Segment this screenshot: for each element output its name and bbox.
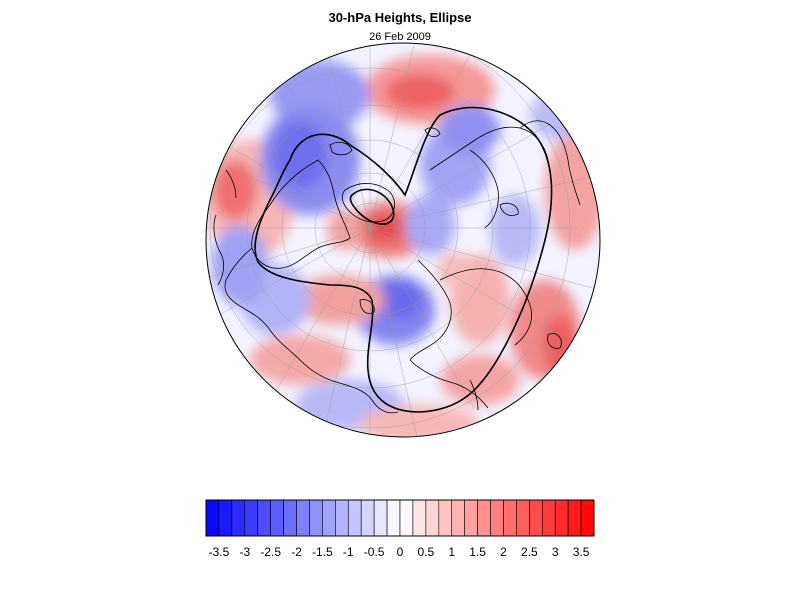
colorbar-cell bbox=[231, 499, 246, 537]
colorbar-tick-label: 2 bbox=[500, 545, 507, 559]
colorbar-cell bbox=[554, 499, 569, 537]
map-date: 26 Feb 2009 bbox=[369, 31, 431, 43]
colorbar-cell bbox=[580, 499, 595, 537]
colorbar-frame bbox=[205, 499, 595, 537]
colorbar-tick-label: 3 bbox=[552, 545, 559, 559]
map-title: 30-hPa Heights, Ellipse bbox=[328, 10, 472, 25]
colorbar-cell bbox=[477, 499, 491, 537]
colorbar-cell bbox=[309, 499, 323, 537]
colorbar-cell bbox=[399, 499, 414, 537]
colorbar-cell bbox=[283, 499, 297, 537]
colorbar-tick-label: 3.5 bbox=[573, 545, 590, 559]
colorbar-tick-label: 1 bbox=[448, 545, 455, 559]
colorbar-tick-label: -2.5 bbox=[260, 545, 281, 559]
colorbar-cell bbox=[503, 499, 517, 537]
colorbar-cell bbox=[218, 499, 233, 537]
colorbar-tick-label: 0.5 bbox=[418, 545, 435, 559]
colorbar-tick-label: -1.5 bbox=[312, 545, 333, 559]
colorbar-tick-label: 0 bbox=[397, 545, 404, 559]
colorbar-tick-label: -1 bbox=[343, 545, 354, 559]
colorbar-cell bbox=[386, 499, 401, 537]
colorbar-cell bbox=[335, 499, 349, 537]
colorbar-cell bbox=[347, 499, 362, 537]
colorbar-cell bbox=[412, 499, 427, 537]
colorbar-cell bbox=[567, 499, 582, 537]
colorbar-labels: -3.5 -3 -2.5 -2 -1.5 -1 -0.5 0 0.5 1 1.5 2 2.5 3 3.5 bbox=[209, 545, 590, 559]
colorbar-tick-label: 2.5 bbox=[521, 545, 538, 559]
colorbar-cell bbox=[257, 499, 271, 537]
colorbar-cell bbox=[244, 499, 259, 537]
colorbar-cell bbox=[490, 499, 504, 537]
colorbar-cell bbox=[322, 499, 336, 537]
colorbar-tick-label: -3.5 bbox=[209, 545, 230, 559]
colorbar-cell bbox=[270, 499, 284, 537]
colorbar-cell bbox=[516, 499, 530, 537]
colorbar-tick-label: -3 bbox=[239, 545, 250, 559]
colorbar-cell bbox=[360, 499, 375, 537]
colorbar-cell bbox=[451, 499, 465, 537]
ellipse-contour bbox=[254, 106, 553, 413]
colorbar-cell bbox=[373, 499, 388, 537]
colorbar-cells bbox=[205, 499, 595, 537]
inner-contour bbox=[349, 188, 395, 225]
colorbar-cell bbox=[205, 499, 220, 537]
colorbar-tick-label: 1.5 bbox=[469, 545, 486, 559]
coastlines bbox=[213, 120, 581, 414]
colorbar-cell bbox=[529, 499, 543, 537]
colorbar-tick-label: -0.5 bbox=[364, 545, 385, 559]
map-boundary bbox=[205, 42, 601, 438]
colorbar-cell bbox=[438, 499, 453, 537]
colorbar-tick-label: -2 bbox=[291, 545, 302, 559]
colorbar-cell bbox=[296, 499, 310, 537]
colorbar-cell bbox=[541, 499, 556, 537]
colorbar-cell bbox=[425, 499, 440, 537]
colorbar-cell bbox=[464, 499, 478, 537]
